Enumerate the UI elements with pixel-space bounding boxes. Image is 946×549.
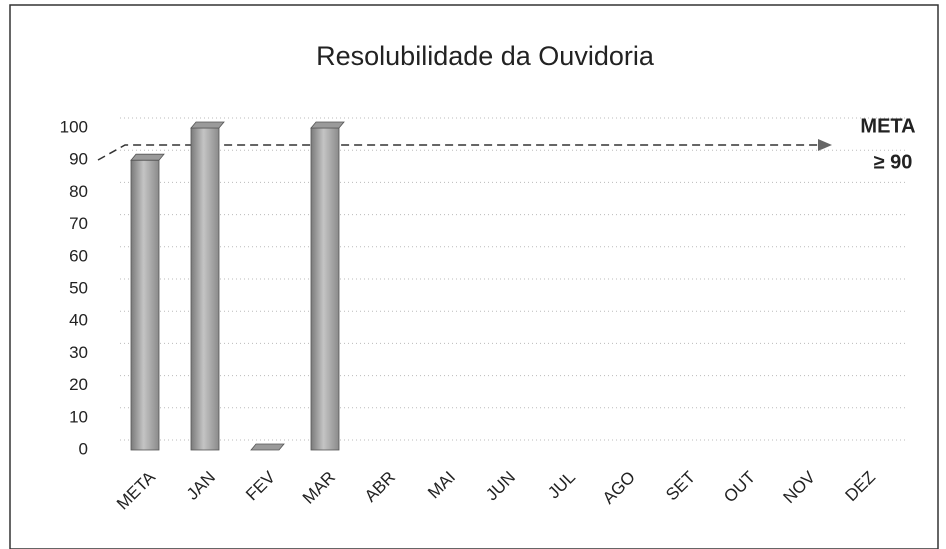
y-tick-label: 100 xyxy=(60,117,88,136)
y-tick-label: 0 xyxy=(79,439,88,458)
y-tick-label: 20 xyxy=(69,375,88,394)
y-tick-label: 70 xyxy=(69,214,88,233)
bar xyxy=(130,159,160,451)
frame xyxy=(9,4,939,549)
chart-title: Resolubilidade da Ouvidoria xyxy=(316,41,655,71)
y-tick-label: 10 xyxy=(69,407,88,426)
meta-arrow xyxy=(97,139,832,161)
y-tick-label: 50 xyxy=(69,278,88,297)
bar xyxy=(310,127,340,451)
annotation: META xyxy=(860,115,915,137)
y-tick-label: 30 xyxy=(69,343,88,362)
bar-top xyxy=(190,121,225,129)
y-tick-label: 40 xyxy=(69,311,88,330)
bar xyxy=(190,127,220,451)
bar-top xyxy=(310,121,345,129)
y-tick-label: 80 xyxy=(69,182,88,201)
y-tick-label: 60 xyxy=(69,246,88,265)
bar-top xyxy=(250,443,285,451)
bar-top xyxy=(130,153,165,161)
annotation: ≥ 90 xyxy=(874,151,913,173)
y-tick-label: 90 xyxy=(69,150,88,169)
